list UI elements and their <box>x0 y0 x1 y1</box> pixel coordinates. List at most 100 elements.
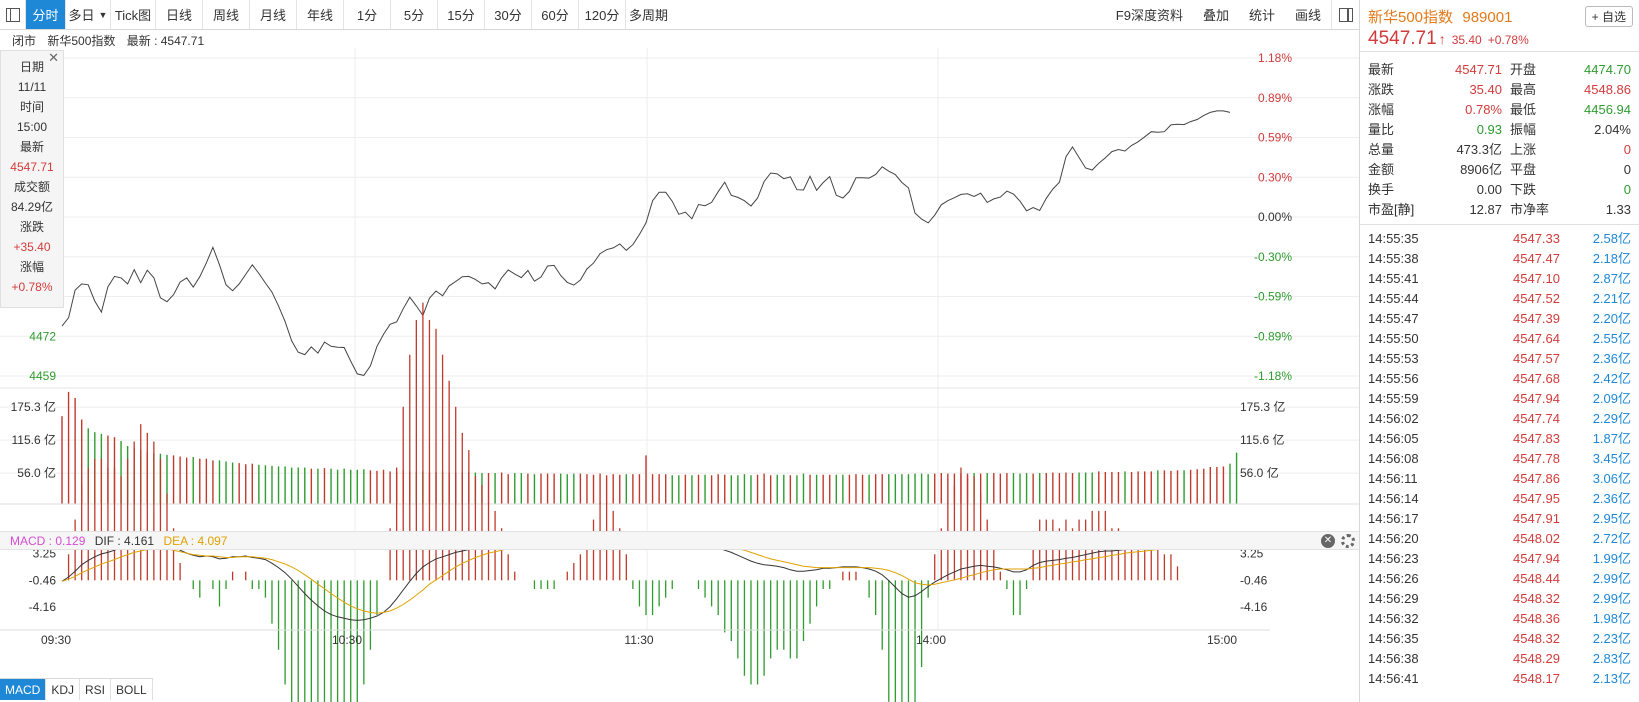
tab-weekly[interactable]: 周线 <box>203 0 250 29</box>
tick-amount: 3.06亿 <box>1592 471 1631 486</box>
quote-row: 换手 0.00 下跌 0 <box>1368 180 1631 200</box>
tick-row: 14:56:23 4547.94 1.99亿 <box>1368 549 1631 569</box>
tab-multiday-label: 多日 <box>68 8 95 23</box>
quote-panel: 新华500指数 989001 + 自选 4547.71 ↑ 35.40 +0.7… <box>1359 0 1639 702</box>
tick-amount: 2.58亿 <box>1592 231 1631 246</box>
market-state: 闭市 <box>12 34 37 48</box>
close-icon[interactable]: ✕ <box>48 50 59 65</box>
timeshare-chart[interactable]: 1.18% 0.89% 0.59% 0.30% 0.00% -0.30% -0.59% -0.… <box>0 48 1359 702</box>
tick-amount: 2.99亿 <box>1592 571 1631 586</box>
tick-price: 4547.39 <box>1513 311 1560 326</box>
tick-row: 14:55:56 4547.68 2.42亿 <box>1368 369 1631 389</box>
tick-time: 14:56:08 <box>1368 451 1419 466</box>
tab-boll[interactable]: BOLL <box>111 679 153 700</box>
tick-price: 4548.32 <box>1513 631 1560 646</box>
tab-1min[interactable]: 1分 <box>344 0 391 29</box>
tab-kdj[interactable]: KDJ <box>46 679 81 700</box>
tab-60min[interactable]: 60分 <box>532 0 579 29</box>
tick-amount: 2.23亿 <box>1592 631 1631 646</box>
tick-time: 14:56:02 <box>1368 411 1419 426</box>
tick-time: 14:56:20 <box>1368 531 1419 546</box>
quote-value: 0.78% <box>1465 102 1502 117</box>
tick-amount: 2.55亿 <box>1592 331 1631 346</box>
macd-axis-label: -4.16 <box>29 600 57 614</box>
tick-row: 14:56:20 4548.02 2.72亿 <box>1368 529 1631 549</box>
tab-120min[interactable]: 120分 <box>579 0 626 29</box>
quote-value: 4548.86 <box>1584 82 1631 97</box>
tick-list[interactable]: 14:55:35 4547.33 2.58亿 14:55:38 4547.47 2.18亿… <box>1360 225 1639 689</box>
info-date-value: 11/11 <box>17 80 47 94</box>
info-change-value: +35.40 <box>13 240 51 254</box>
tab-multiday[interactable]: 多日 ▼ <box>66 0 111 29</box>
stats-button[interactable]: 统计 <box>1248 8 1275 23</box>
tab-monthly[interactable]: 月线 <box>250 0 297 29</box>
info-latest-value: 4547.71 <box>10 160 54 174</box>
tick-price: 4547.83 <box>1513 431 1560 446</box>
tick-time: 14:56:32 <box>1368 611 1419 626</box>
tab-tick[interactable]: Tick图 <box>111 0 156 29</box>
tick-price: 4548.17 <box>1513 671 1560 686</box>
tick-amount: 2.87亿 <box>1592 271 1631 286</box>
info-turnover-label: 成交额 <box>13 180 50 194</box>
tab-timeshare[interactable]: 分时 <box>26 0 66 29</box>
tick-time: 14:56:23 <box>1368 551 1419 566</box>
time-axis-label: 09:30 <box>41 633 71 647</box>
tab-yearly[interactable]: 年线 <box>297 0 344 29</box>
tick-price: 4547.95 <box>1513 491 1560 506</box>
gear-icon[interactable] <box>1341 534 1355 548</box>
volume-axis-label: 56.0 亿 <box>17 465 56 480</box>
close-indicator-icon[interactable]: ✕ <box>1321 534 1335 548</box>
tick-row: 14:56:35 4548.32 2.23亿 <box>1368 629 1631 649</box>
tick-time: 14:56:14 <box>1368 491 1419 506</box>
tab-30min[interactable]: 30分 <box>485 0 532 29</box>
tick-time: 14:56:35 <box>1368 631 1419 646</box>
tick-price: 4547.91 <box>1513 511 1560 526</box>
tick-price: 4547.68 <box>1513 371 1560 386</box>
quote-value: 0 <box>1623 182 1631 197</box>
tab-rsi[interactable]: RSI <box>80 679 112 700</box>
quote-row: 总量 473.3亿 上涨 0 <box>1368 140 1631 160</box>
tab-macd[interactable]: MACD <box>0 679 47 700</box>
tick-amount: 2.72亿 <box>1592 531 1631 546</box>
tick-price: 4547.94 <box>1513 391 1560 406</box>
quote-row: 涨跌 35.40 最高 4548.86 <box>1368 80 1631 100</box>
quote-label: 最低 <box>1510 102 1537 117</box>
tick-price: 4547.64 <box>1513 331 1560 346</box>
pct-axis-label: 0.59% <box>1258 131 1292 145</box>
tick-amount: 2.09亿 <box>1592 391 1631 406</box>
price-axis-label: 4472 <box>29 329 56 343</box>
tick-price: 4547.33 <box>1513 231 1560 246</box>
left-panel-toggle-icon[interactable] <box>0 0 26 29</box>
tick-amount: 2.29亿 <box>1592 411 1631 426</box>
tick-amount: 2.21亿 <box>1592 291 1631 306</box>
tab-daily[interactable]: 日线 <box>156 0 203 29</box>
tab-5min[interactable]: 5分 <box>391 0 438 29</box>
f9-deep-info-button[interactable]: F9深度资料 <box>1115 8 1183 23</box>
volume-axis-label: 175.3 亿 <box>1240 399 1285 414</box>
pct-axis-label: -0.30% <box>1254 250 1292 264</box>
right-panel-toggle-icon[interactable] <box>1331 0 1359 29</box>
status-line: 闭市 新华500指数 最新 : 4547.71 <box>12 32 212 49</box>
info-latest-label: 最新 <box>19 140 44 154</box>
tick-row: 14:56:02 4547.74 2.29亿 <box>1368 409 1631 429</box>
tick-time: 14:55:38 <box>1368 251 1419 266</box>
tab-multiperiod[interactable]: 多周期 <box>628 8 668 23</box>
quote-label: 下跌 <box>1510 182 1537 197</box>
tick-time: 14:56:38 <box>1368 651 1419 666</box>
pct-axis-label: -0.89% <box>1254 329 1292 343</box>
draw-line-button[interactable]: 画线 <box>1294 8 1321 23</box>
quote-value: 4456.94 <box>1584 102 1631 117</box>
tick-time: 14:56:17 <box>1368 511 1419 526</box>
tick-time: 14:55:59 <box>1368 391 1419 406</box>
tick-time: 14:55:50 <box>1368 331 1419 346</box>
quote-value: 0.00 <box>1476 182 1502 197</box>
tick-row: 14:56:05 4547.83 1.87亿 <box>1368 429 1631 449</box>
quote-value: 8906亿 <box>1460 162 1502 177</box>
overlay-button[interactable]: 叠加 <box>1202 8 1229 23</box>
time-axis-label: 15:00 <box>1207 633 1237 647</box>
tick-price: 4547.10 <box>1513 271 1560 286</box>
add-favorite-button[interactable]: + 自选 <box>1584 6 1633 27</box>
tab-15min[interactable]: 15分 <box>438 0 485 29</box>
quote-value: 0.93 <box>1476 122 1502 137</box>
quote-row: 量比 0.93 振幅 2.04% <box>1368 120 1631 140</box>
